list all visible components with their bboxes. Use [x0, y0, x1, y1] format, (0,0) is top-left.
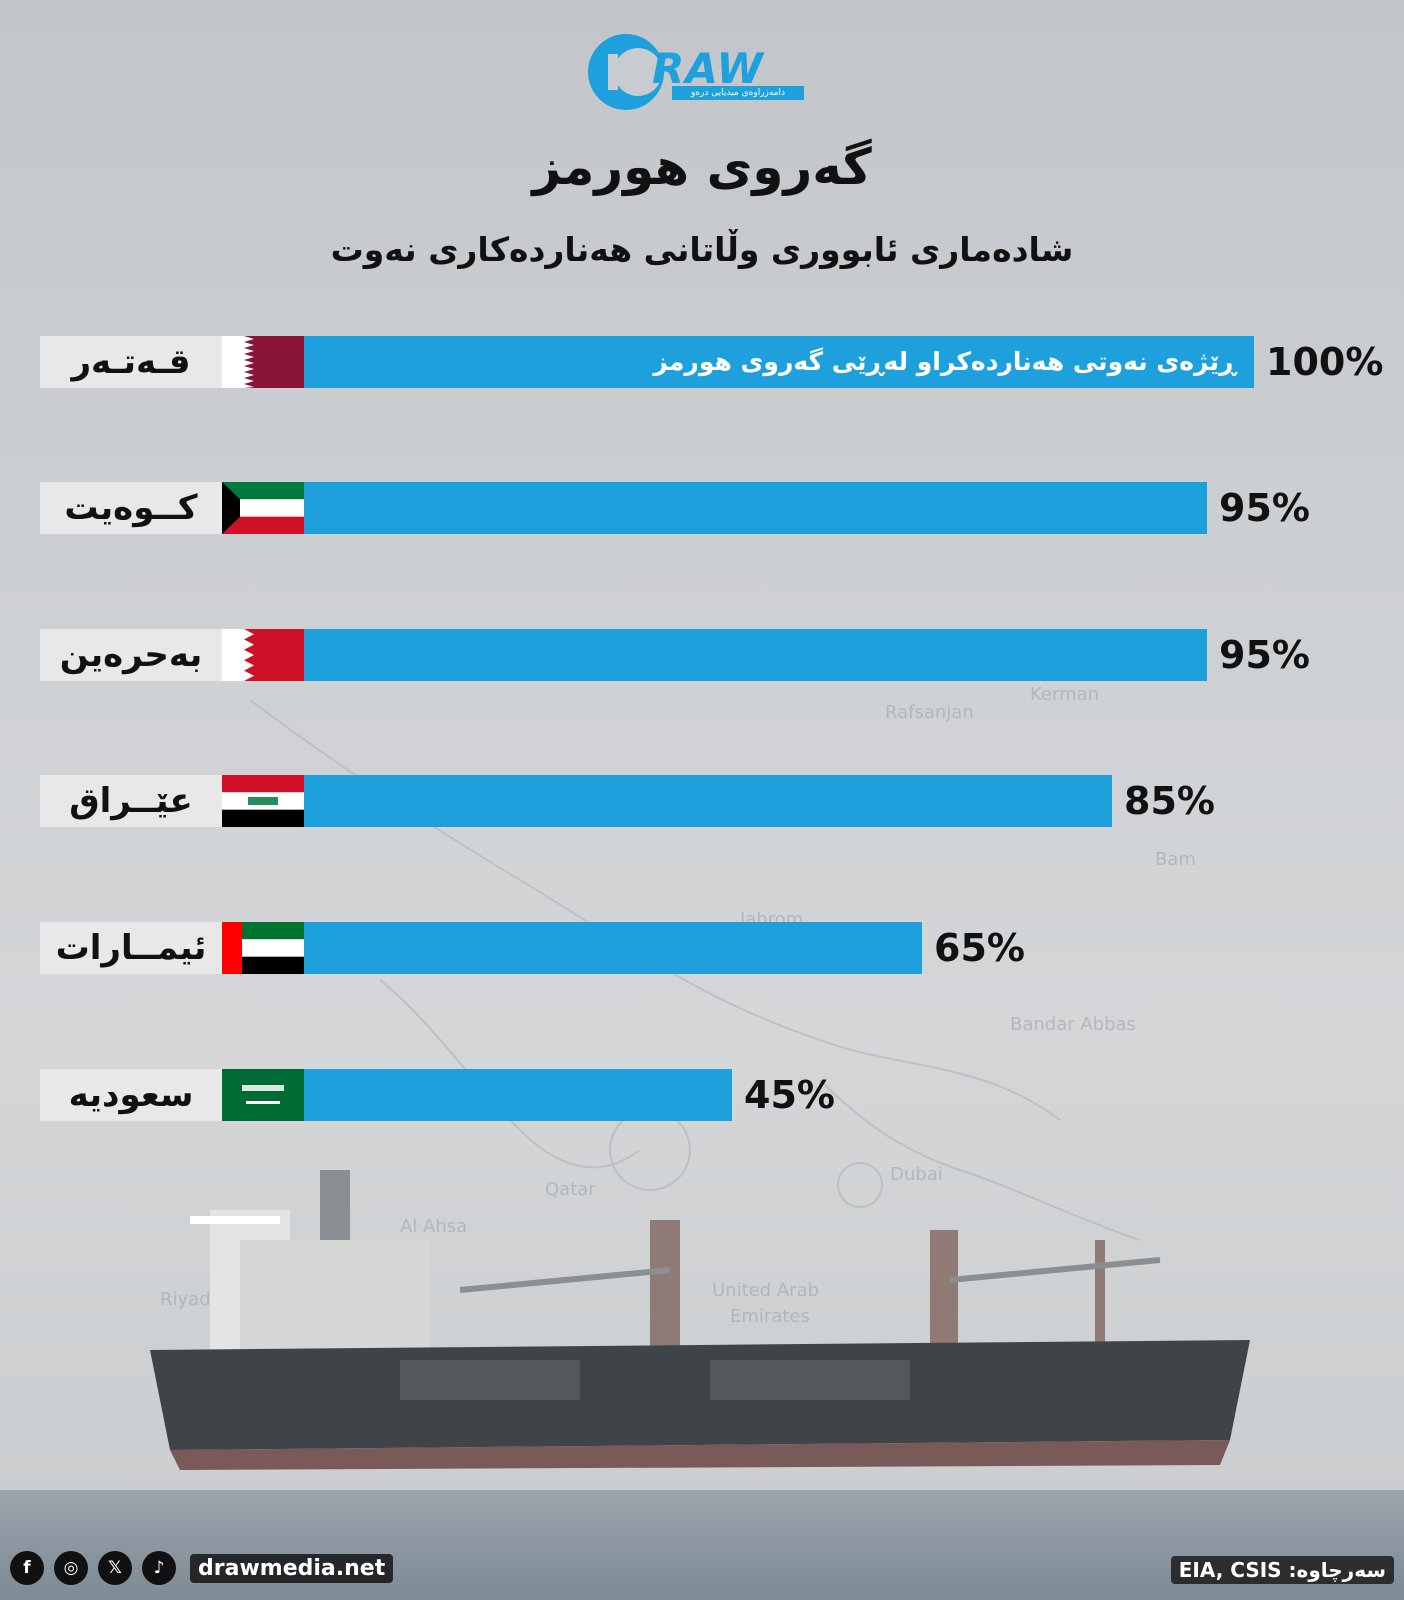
svg-text:Kerman: Kerman [1030, 684, 1099, 705]
logo-tagline: دامەزراوەی میدیایی درەو [672, 86, 804, 100]
svg-text:Bam: Bam [1155, 849, 1196, 870]
svg-text:Al Ahsa: Al Ahsa [400, 1216, 467, 1237]
page-subtitle: شادەماری ئابووری وڵاتانی هەناردەکاری نەو… [330, 230, 1074, 269]
category-label: قـەتـەر [40, 336, 222, 388]
svg-text:Riyadh: Riyadh [160, 1289, 222, 1310]
bar-row-qatar: قـەتـەر ڕێژەی نەوتی هەناردەکراو لەڕێی گە… [0, 334, 1404, 390]
source-note: سەرچاوە: EIA, CSIS [1170, 1556, 1394, 1584]
category-label: کــوەیت [40, 482, 222, 534]
bar-row-uae: ئیمــارات 65% [0, 920, 1404, 976]
bar [304, 775, 1112, 827]
series-label: ڕێژەی نەوتی هەناردەکراو لەڕێی گەروی هورم… [653, 347, 1236, 376]
value-label: 85% [1124, 779, 1215, 823]
bar [304, 482, 1207, 534]
website-link[interactable]: drawmedia.net [190, 1553, 394, 1583]
bar [304, 922, 922, 974]
uae-flag-icon [222, 922, 304, 974]
svg-text:United Arab: United Arab [712, 1280, 819, 1301]
svg-text:Bandar Abbas: Bandar Abbas [1010, 1014, 1136, 1035]
saudi-flag-icon [222, 1069, 304, 1121]
bar [304, 1069, 732, 1121]
qatar-flag-icon [222, 336, 304, 388]
bar-row-iraq: عێــراق 85% [0, 773, 1404, 829]
value-label: 95% [1219, 486, 1310, 530]
value-label: 45% [744, 1073, 835, 1117]
svg-text:Dubai: Dubai [890, 1164, 943, 1185]
value-label: 65% [934, 926, 1025, 970]
x-twitter-icon[interactable]: 𝕏 [98, 1551, 132, 1585]
iraq-flag-icon [222, 775, 304, 827]
value-label: 100% [1266, 340, 1384, 384]
value-label: 95% [1219, 633, 1310, 677]
category-label: سعودیە [40, 1069, 222, 1121]
instagram-icon[interactable]: ◎ [54, 1551, 88, 1585]
draw-logo [588, 34, 664, 110]
category-label: بەحرەین [40, 629, 222, 681]
tiktok-icon[interactable]: ♪ [142, 1551, 176, 1585]
category-label: ئیمــارات [40, 922, 222, 974]
svg-text:Emirates: Emirates [730, 1306, 810, 1327]
page-title: گەروی هورمز [532, 138, 872, 196]
svg-text:Qatar: Qatar [545, 1179, 596, 1200]
bahrain-flag-icon [222, 629, 304, 681]
bar-row-kuwait: کــوەیت 95% [0, 480, 1404, 536]
bar: ڕێژەی نەوتی هەناردەکراو لەڕێی گەروی هورم… [304, 336, 1254, 388]
svg-text:Rafsanjan: Rafsanjan [885, 702, 974, 723]
category-label: عێــراق [40, 775, 222, 827]
kuwait-flag-icon [222, 482, 304, 534]
bar-row-bahrain: بەحرەین 95% [0, 627, 1404, 683]
bar [304, 629, 1207, 681]
bar-row-saudi: سعودیە 45% [0, 1067, 1404, 1123]
facebook-icon[interactable]: f [10, 1551, 44, 1585]
social-footer: f ◎ 𝕏 ♪ drawmedia.net [10, 1548, 394, 1588]
cargo-ship-image [150, 1170, 1250, 1470]
logo-text: RAW [652, 44, 764, 93]
